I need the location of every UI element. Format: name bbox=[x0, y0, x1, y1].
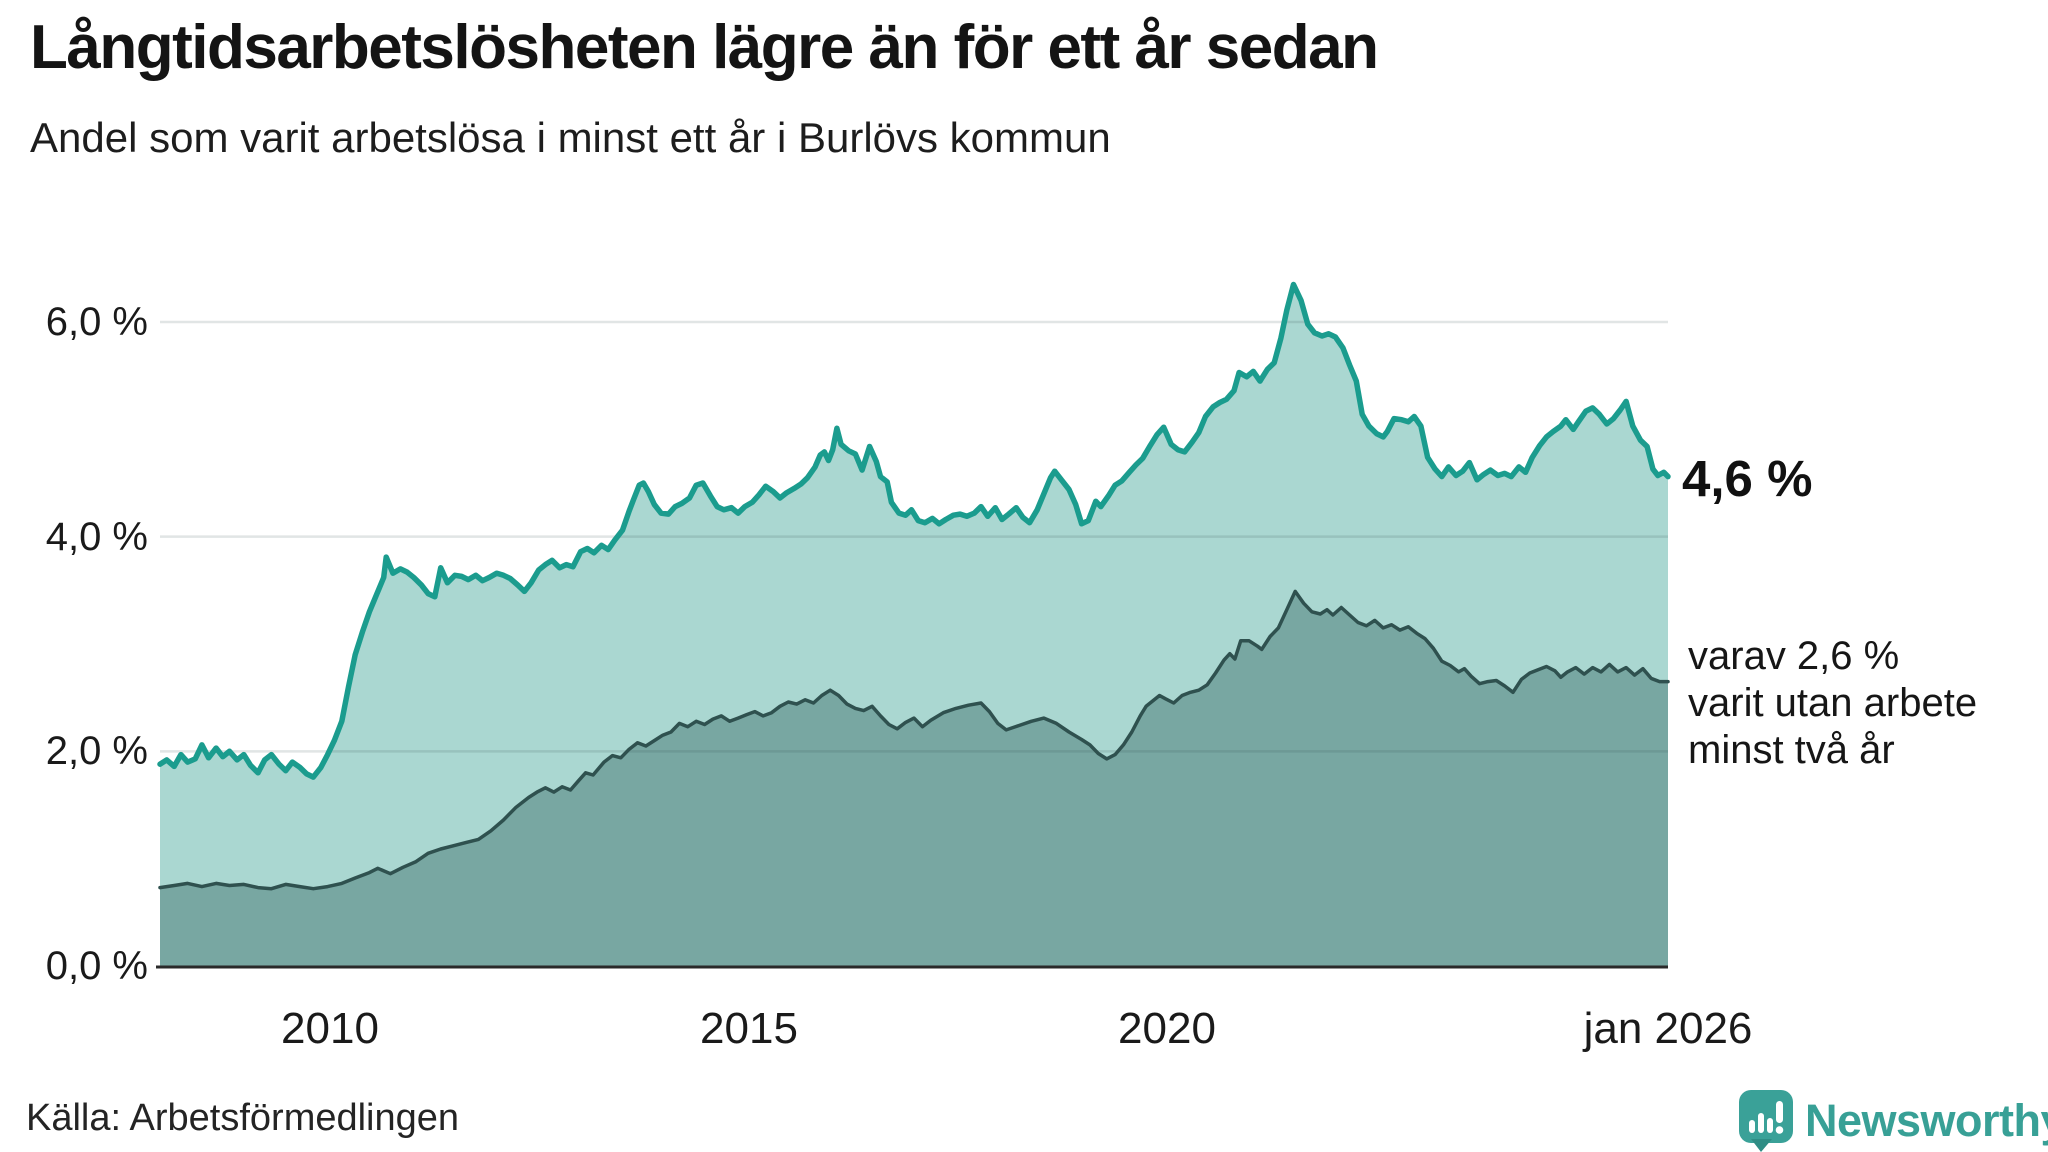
end-note-line-1: varav 2,6 % bbox=[1688, 634, 1900, 678]
x-axis-tick-jan-2026: jan 2026 bbox=[1583, 1004, 1753, 1053]
source-note: Källa: Arbetsförmedlingen bbox=[26, 1097, 460, 1139]
newsworthy-logo-icon bbox=[1739, 1090, 1793, 1152]
end-note-line-3: minst två år bbox=[1688, 728, 1895, 772]
x-axis-tick-2015: 2015 bbox=[700, 1004, 798, 1053]
page-subtitle: Andel som varit arbetslösa i minst ett å… bbox=[30, 114, 1111, 161]
y-axis-tick-4: 4,0 % bbox=[45, 515, 148, 559]
newsworthy-wordmark: Newsworthy bbox=[1805, 1095, 2048, 1146]
newsworthy-logo: Newsworthy bbox=[1738, 1089, 2048, 1152]
y-axis-tick-2: 2,0 % bbox=[45, 729, 148, 773]
y-axis-tick-6: 6,0 % bbox=[45, 300, 148, 344]
page-title: Långtidsarbetslösheten lägre än för ett … bbox=[30, 13, 1379, 82]
end-value-label-one-year: 4,6 % bbox=[1682, 450, 1813, 507]
x-axis-tick-2020: 2020 bbox=[1118, 1004, 1216, 1053]
end-note-line-2: varit utan arbete bbox=[1688, 681, 1978, 725]
end-note-two-year: varav 2,6 % varit utan arbete minst två … bbox=[1688, 633, 1977, 774]
y-axis-tick-0: 0,0 % bbox=[45, 944, 148, 988]
x-axis-tick-2010: 2010 bbox=[281, 1004, 379, 1053]
